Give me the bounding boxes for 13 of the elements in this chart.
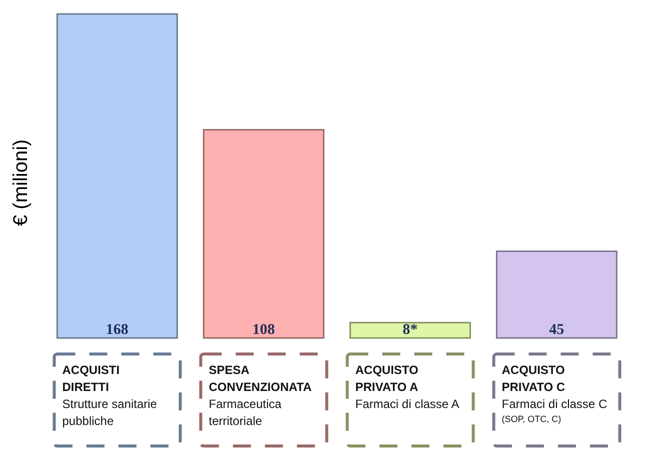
bar	[349, 322, 471, 339]
data-label: 45	[549, 322, 564, 338]
data-label: 168	[106, 322, 128, 338]
x-tick-label: SPESA CONVENZIONATA Farmaceutica territoriale	[208, 363, 312, 428]
x-tick-label: ACQUISTO PRIVATO A Farmaci di classe A	[355, 363, 460, 411]
data-label: 8*	[402, 322, 418, 338]
x-tick-label: ACQUISTO PRIVATO C Farmaci di classe C (SOP, OTC, C)	[502, 363, 608, 424]
bar	[56, 13, 178, 339]
data-label: 108	[252, 322, 275, 338]
x-tick-label: ACQUISTI DIRETTI Strutture sanitarie pubbliche	[62, 363, 158, 428]
y-axis-title: € (milioni)	[10, 139, 32, 226]
bar	[202, 128, 324, 339]
bar	[496, 250, 618, 339]
